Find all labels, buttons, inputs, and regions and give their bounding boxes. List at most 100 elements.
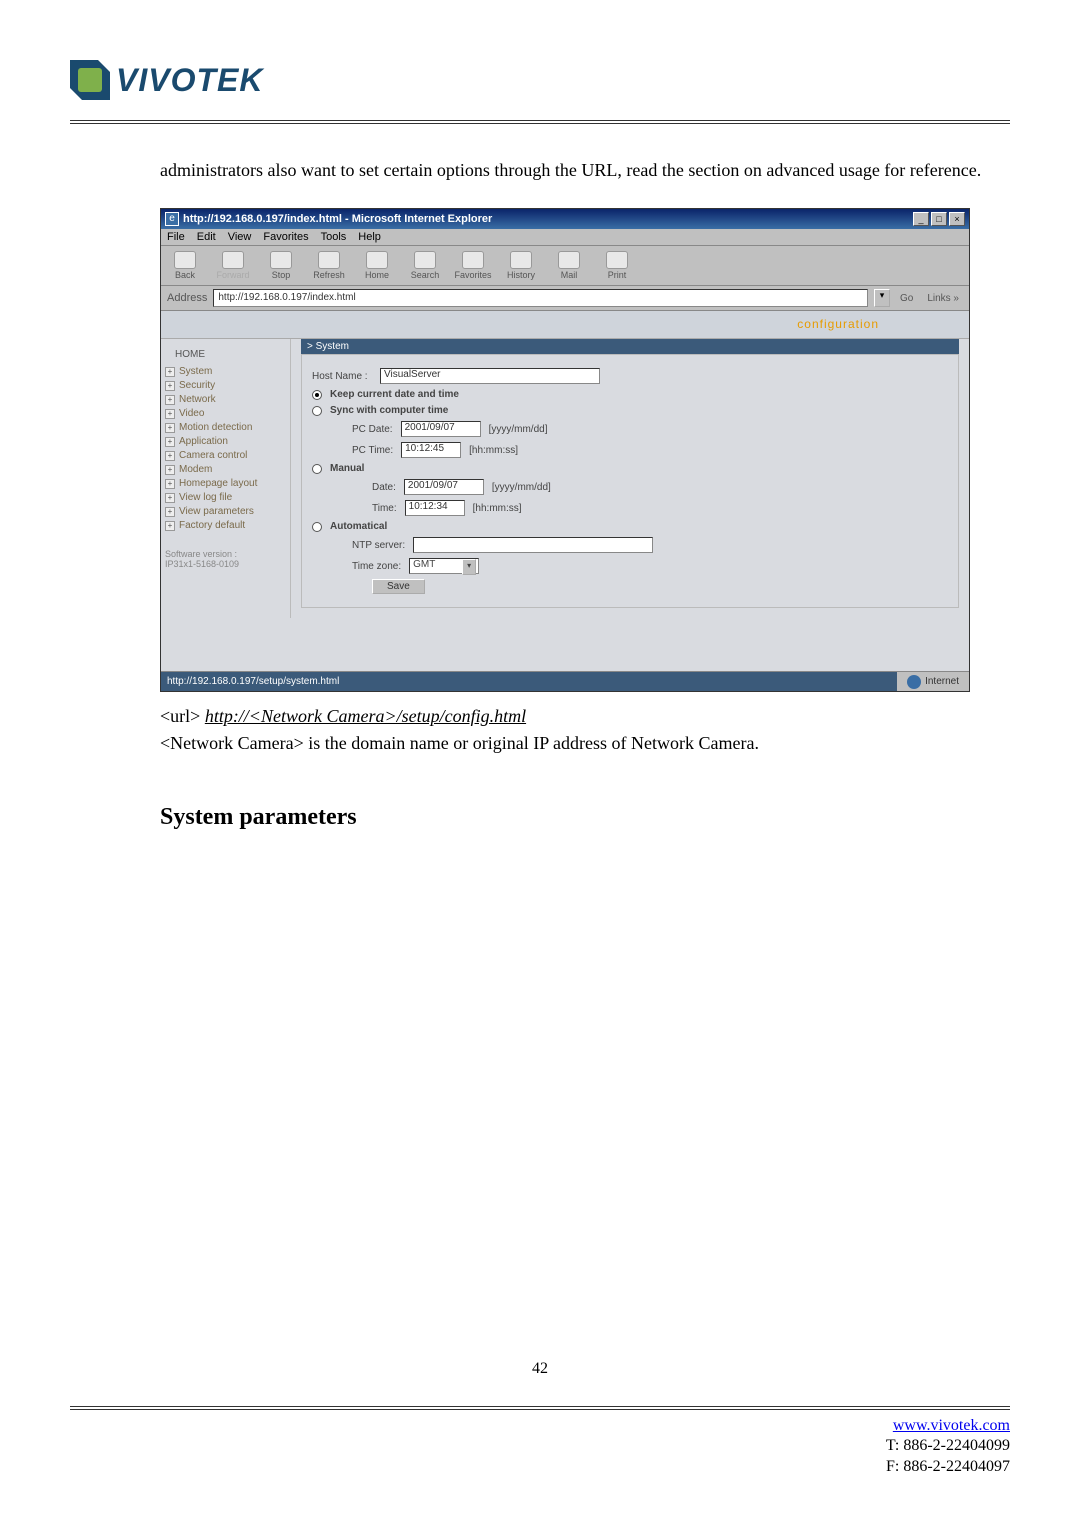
sidebar-item-motion[interactable]: +Motion detection <box>165 422 286 433</box>
sidebar-item-application[interactable]: +Application <box>165 436 286 447</box>
page-number: 42 <box>70 1360 1010 1378</box>
pc-time-input[interactable]: 10:12:45 <box>401 442 461 458</box>
auto-time-label: Automatical <box>330 521 387 532</box>
manual-time-radio[interactable] <box>312 464 322 474</box>
manual-date-label: Date: <box>372 482 396 493</box>
top-rule <box>70 120 1010 124</box>
ie-window: e http://192.168.0.197/index.html - Micr… <box>160 208 970 692</box>
ie-toolbar: Back Forward Stop Refresh Home Search Fa… <box>161 246 969 286</box>
sidebar: HOME +System +Security +Network +Video +… <box>161 339 291 618</box>
ie-statusbar: http://192.168.0.197/setup/system.html I… <box>161 671 969 691</box>
menu-help[interactable]: Help <box>358 231 381 243</box>
mail-button[interactable]: Mail <box>549 251 589 280</box>
address-input[interactable]: http://192.168.0.197/index.html <box>213 289 868 307</box>
sidebar-item-view-log[interactable]: +View log file <box>165 492 286 503</box>
internet-icon <box>907 675 921 689</box>
bottom-rule <box>70 1406 1010 1410</box>
page-footer: 42 www.vivotek.com T: 886-2-22404099 F: … <box>70 1360 1010 1478</box>
history-button[interactable]: History <box>501 251 541 280</box>
manual-time-hint: [hh:mm:ss] <box>473 503 522 514</box>
config-head: > System <box>301 339 959 354</box>
sidebar-item-network[interactable]: +Network <box>165 394 286 405</box>
refresh-button[interactable]: Refresh <box>309 251 349 280</box>
hostname-label: Host Name : <box>312 371 372 382</box>
logo-mark-icon <box>70 60 110 100</box>
manual-date-input[interactable]: 2001/09/07 <box>404 479 484 495</box>
menu-file[interactable]: File <box>167 231 185 243</box>
tz-select[interactable]: GMT <box>409 558 479 574</box>
ie-content: configuration HOME +System +Security +Ne… <box>161 311 969 671</box>
sidebar-item-video[interactable]: +Video <box>165 408 286 419</box>
pc-time-hint: [hh:mm:ss] <box>469 445 518 456</box>
footer-fax: F: 886-2-22404097 <box>70 1457 1010 1478</box>
menu-view[interactable]: View <box>228 231 252 243</box>
ie-app-icon: e <box>165 212 179 226</box>
maximize-button[interactable]: □ <box>931 212 947 226</box>
history-icon <box>510 251 532 269</box>
status-url: http://192.168.0.197/setup/system.html <box>161 672 897 691</box>
home-icon <box>366 251 388 269</box>
config-banner: configuration <box>161 311 969 339</box>
sidebar-item-factory-default[interactable]: +Factory default <box>165 520 286 531</box>
ie-window-title: http://192.168.0.197/index.html - Micros… <box>183 213 913 225</box>
sidebar-item-security[interactable]: +Security <box>165 380 286 391</box>
logo-text: VIVOTEK <box>116 62 263 99</box>
sidebar-item-camera-control[interactable]: +Camera control <box>165 450 286 461</box>
sidebar-footer: Software version : IP31x1-5168-0109 <box>165 549 286 569</box>
auto-time-radio[interactable] <box>312 522 322 532</box>
mail-icon <box>558 251 580 269</box>
sidebar-item-system[interactable]: +System <box>165 366 286 377</box>
ntp-label: NTP server: <box>352 540 405 551</box>
sidebar-item-view-params[interactable]: +View parameters <box>165 506 286 517</box>
refresh-icon <box>318 251 340 269</box>
address-label: Address <box>167 292 207 304</box>
stop-button[interactable]: Stop <box>261 251 301 280</box>
manual-time-input[interactable]: 10:12:34 <box>405 500 465 516</box>
ie-addressbar: Address http://192.168.0.197/index.html … <box>161 286 969 311</box>
search-button[interactable]: Search <box>405 251 445 280</box>
menu-tools[interactable]: Tools <box>321 231 347 243</box>
intro-paragraph: administrators also want to set certain … <box>160 152 1010 188</box>
save-button[interactable]: Save <box>372 579 425 594</box>
forward-button[interactable]: Forward <box>213 251 253 280</box>
home-button[interactable]: Home <box>357 251 397 280</box>
ie-menubar: File Edit View Favorites Tools Help <box>161 229 969 246</box>
go-button[interactable]: Go <box>896 293 917 304</box>
pc-date-label: PC Date: <box>352 424 393 435</box>
favorites-button[interactable]: Favorites <box>453 251 493 280</box>
minimize-button[interactable]: _ <box>913 212 929 226</box>
forward-icon <box>222 251 244 269</box>
ie-titlebar: e http://192.168.0.197/index.html - Micr… <box>161 209 969 229</box>
url-link[interactable]: http://<Network Camera>/setup/config.htm… <box>205 706 526 726</box>
url-line: <url> http://<Network Camera>/setup/conf… <box>160 706 1010 727</box>
footer-site-link[interactable]: www.vivotek.com <box>893 1417 1010 1434</box>
sidebar-item-homepage-layout[interactable]: +Homepage layout <box>165 478 286 489</box>
url-tag: <url> <box>160 706 200 726</box>
keep-time-label: Keep current date and time <box>330 389 459 400</box>
sync-time-radio[interactable] <box>312 406 322 416</box>
keep-time-radio[interactable] <box>312 390 322 400</box>
manual-time-label2: Time: <box>372 503 397 514</box>
links-button[interactable]: Links » <box>923 293 963 304</box>
address-dropdown-icon[interactable]: ▾ <box>874 289 890 307</box>
pc-date-hint: [yyyy/mm/dd] <box>489 424 548 435</box>
menu-edit[interactable]: Edit <box>197 231 216 243</box>
sync-time-label: Sync with computer time <box>330 405 448 416</box>
manual-time-label: Manual <box>330 463 364 474</box>
search-icon <box>414 251 436 269</box>
stop-icon <box>270 251 292 269</box>
print-icon <box>606 251 628 269</box>
favorites-icon <box>462 251 484 269</box>
print-button[interactable]: Print <box>597 251 637 280</box>
sidebar-item-modem[interactable]: +Modem <box>165 464 286 475</box>
menu-favorites[interactable]: Favorites <box>263 231 308 243</box>
ntp-input[interactable] <box>413 537 653 553</box>
pc-time-label: PC Time: <box>352 445 393 456</box>
hostname-input[interactable]: VisualServer <box>380 368 600 384</box>
url-description: <Network Camera> is the domain name or o… <box>160 733 1010 754</box>
close-button[interactable]: × <box>949 212 965 226</box>
pc-date-input[interactable]: 2001/09/07 <box>401 421 481 437</box>
back-icon <box>174 251 196 269</box>
back-button[interactable]: Back <box>165 251 205 280</box>
sidebar-home[interactable]: HOME <box>175 349 286 360</box>
